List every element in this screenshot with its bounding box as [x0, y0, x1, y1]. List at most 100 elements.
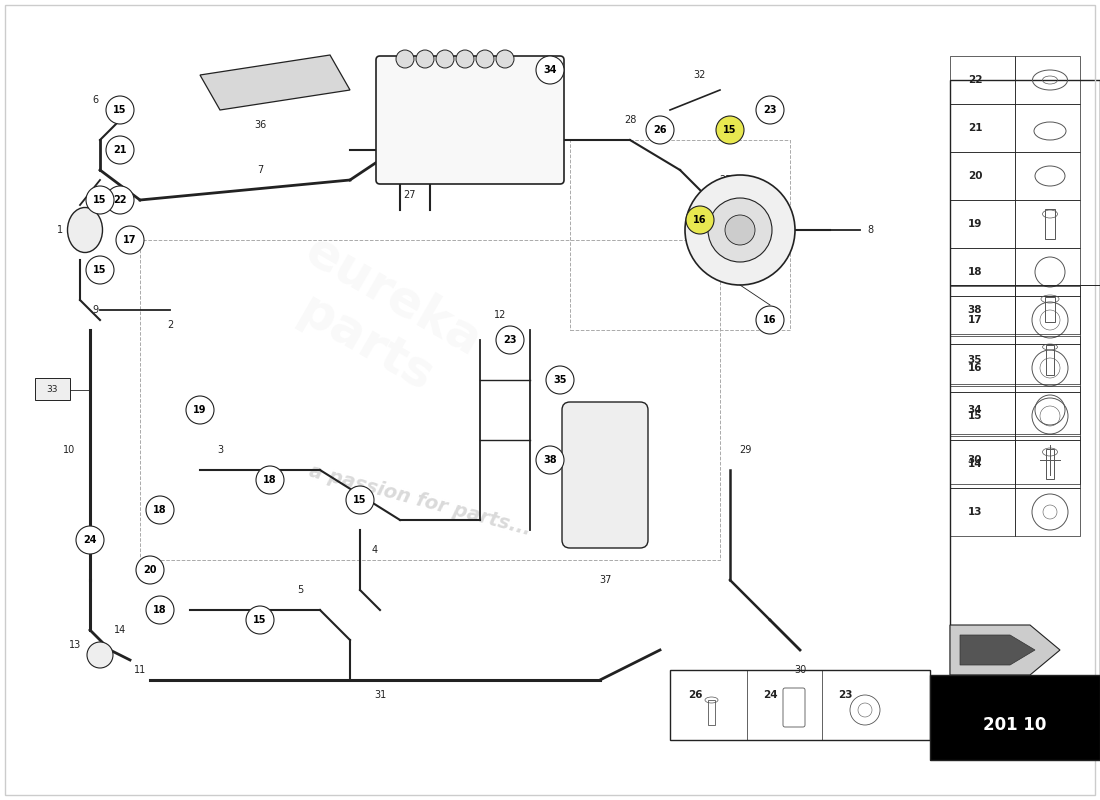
Polygon shape [960, 635, 1035, 665]
Bar [1015, 200, 1080, 248]
Text: 8: 8 [867, 225, 873, 235]
Bar [950, 296, 1015, 344]
Text: 10: 10 [63, 445, 75, 455]
Text: 15: 15 [724, 125, 737, 135]
Circle shape [106, 136, 134, 164]
Circle shape [546, 366, 574, 394]
Circle shape [246, 606, 274, 634]
Bar [1046, 345, 1054, 375]
Circle shape [186, 396, 214, 424]
Polygon shape [200, 55, 350, 110]
Text: 23: 23 [504, 335, 517, 345]
Text: 21: 21 [113, 145, 127, 155]
Circle shape [136, 556, 164, 584]
Text: 16: 16 [693, 215, 706, 225]
Bar [950, 344, 1015, 392]
Text: 15: 15 [113, 105, 127, 115]
Bar [950, 248, 1015, 296]
Text: 23: 23 [838, 690, 853, 700]
Text: 18: 18 [153, 505, 167, 515]
Circle shape [496, 50, 514, 68]
Text: 34: 34 [968, 405, 982, 415]
Text: 22: 22 [113, 195, 127, 205]
Bar [950, 80, 1100, 700]
Text: 9: 9 [92, 305, 98, 315]
Text: 26: 26 [688, 690, 702, 700]
Bar [950, 386, 1015, 434]
Text: 24: 24 [762, 690, 778, 700]
Circle shape [536, 446, 564, 474]
Circle shape [716, 116, 744, 144]
Text: 25: 25 [718, 175, 732, 185]
Circle shape [106, 186, 134, 214]
Bar [1046, 449, 1054, 479]
Bar [1015, 286, 1080, 334]
Text: 16: 16 [763, 315, 777, 325]
Text: 35: 35 [553, 375, 566, 385]
Bar [950, 200, 1015, 248]
Circle shape [436, 50, 454, 68]
Text: 5: 5 [297, 585, 304, 595]
Text: 28: 28 [624, 115, 636, 125]
Bar [1015, 152, 1080, 200]
Text: 16: 16 [968, 363, 982, 373]
Text: 33: 33 [46, 385, 57, 394]
Bar [1015, 104, 1080, 152]
Text: 22: 22 [968, 75, 982, 85]
Text: 6: 6 [92, 95, 98, 105]
Circle shape [76, 526, 104, 554]
Text: 30: 30 [968, 455, 982, 465]
Bar [570, 140, 790, 330]
Text: 15: 15 [94, 195, 107, 205]
Bar [1045, 297, 1055, 322]
Circle shape [686, 206, 714, 234]
Text: 1: 1 [57, 225, 63, 235]
Text: 15: 15 [353, 495, 366, 505]
Bar [670, 670, 930, 740]
Bar [1015, 392, 1080, 440]
Bar [950, 436, 1015, 484]
Bar [950, 336, 1015, 384]
Text: 18: 18 [153, 605, 167, 615]
Bar [950, 488, 1015, 536]
Circle shape [476, 50, 494, 68]
Bar [1045, 209, 1055, 239]
Bar [708, 700, 715, 725]
Bar [950, 56, 1015, 104]
Text: 34: 34 [543, 65, 557, 75]
Circle shape [416, 50, 434, 68]
Text: 24: 24 [84, 535, 97, 545]
Text: 13: 13 [968, 507, 982, 517]
Bar [950, 440, 1015, 488]
Text: 4: 4 [372, 545, 378, 555]
Bar [1015, 436, 1080, 484]
Text: 20: 20 [968, 171, 982, 181]
Circle shape [146, 496, 174, 524]
Text: 12: 12 [494, 310, 506, 320]
Circle shape [146, 596, 174, 624]
Text: 17: 17 [123, 235, 136, 245]
Text: 29: 29 [739, 445, 751, 455]
Text: 15: 15 [968, 411, 982, 421]
Text: 18: 18 [263, 475, 277, 485]
Bar [1015, 336, 1080, 384]
Text: a passion for parts...: a passion for parts... [307, 461, 534, 539]
Circle shape [725, 215, 755, 245]
Circle shape [536, 56, 564, 84]
Bar [950, 104, 1015, 152]
Text: 37: 37 [598, 575, 612, 585]
Text: 13: 13 [69, 640, 81, 650]
Bar [140, 240, 720, 560]
Bar [950, 392, 1015, 440]
Text: 2: 2 [167, 320, 173, 330]
Text: 7: 7 [257, 165, 263, 175]
Text: 32: 32 [694, 70, 706, 80]
Text: 14: 14 [114, 625, 126, 635]
Circle shape [456, 50, 474, 68]
Text: 38: 38 [968, 305, 982, 315]
Text: 20: 20 [143, 565, 156, 575]
Circle shape [106, 96, 134, 124]
Circle shape [86, 186, 114, 214]
Text: 31: 31 [374, 690, 386, 700]
Circle shape [756, 306, 784, 334]
